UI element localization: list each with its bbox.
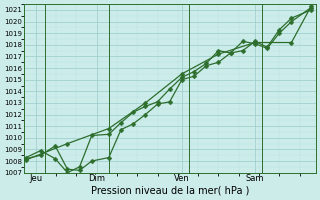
X-axis label: Pression niveau de la mer( hPa ): Pression niveau de la mer( hPa )	[91, 186, 249, 196]
